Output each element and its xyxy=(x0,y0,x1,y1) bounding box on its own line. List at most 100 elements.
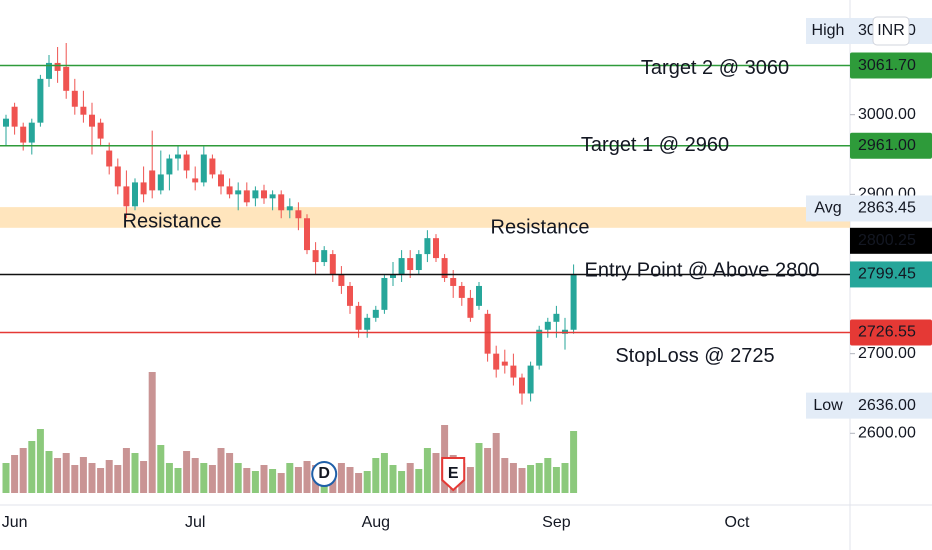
event-marker xyxy=(311,461,338,487)
candle-body xyxy=(235,190,242,195)
candle-body xyxy=(140,182,147,195)
candle-body xyxy=(71,90,78,107)
candle-body xyxy=(20,126,27,143)
last-price-label: 2800.25 xyxy=(858,232,916,249)
price-tag xyxy=(850,52,932,79)
volume-bar xyxy=(492,433,500,493)
zone-label: Resistance xyxy=(491,216,590,238)
candle-body xyxy=(243,190,250,203)
candle-body xyxy=(192,178,199,183)
volume-bar xyxy=(570,431,578,493)
y-tick-label: 2600.00 xyxy=(858,425,916,442)
volume-bar xyxy=(432,453,440,493)
candle-body xyxy=(175,154,181,159)
stat-value: 2863.45 xyxy=(858,200,916,217)
y-tick-label: 2700.00 xyxy=(858,345,916,362)
candle-body xyxy=(123,186,130,207)
candle-body xyxy=(149,170,156,191)
volume-bar xyxy=(501,458,509,493)
close-tag xyxy=(850,261,932,288)
volume-bar xyxy=(131,453,139,493)
candle-body xyxy=(166,158,173,175)
currency-button[interactable] xyxy=(872,16,910,46)
currency-label[interactable]: INR xyxy=(877,22,905,39)
candle-body xyxy=(450,277,457,286)
volume-bar xyxy=(157,445,165,493)
volume-bar xyxy=(36,429,44,493)
candle-body xyxy=(3,118,9,127)
volume-bar xyxy=(484,448,492,493)
volume-bar xyxy=(527,465,535,493)
price-tag xyxy=(850,319,932,346)
volume-bar xyxy=(11,455,19,493)
x-tick-label: Jun xyxy=(2,514,28,531)
event-marker xyxy=(441,457,466,492)
volume-bar xyxy=(114,465,122,493)
volume-bar xyxy=(165,463,173,493)
candle-body xyxy=(493,353,500,370)
volume-bar xyxy=(191,458,199,493)
last-price-tag xyxy=(850,227,932,254)
candle-body xyxy=(544,321,551,330)
candle-body xyxy=(329,254,336,275)
volume-bar xyxy=(217,448,225,493)
volume-bar xyxy=(251,471,259,493)
candle-body xyxy=(519,377,525,394)
candle-body xyxy=(304,218,310,251)
level-label: StopLoss @ 2725 xyxy=(615,345,774,367)
volume-bar xyxy=(466,467,474,493)
candle-body xyxy=(398,258,405,275)
candle-body xyxy=(347,285,353,306)
candle-body xyxy=(355,305,362,330)
candle-body xyxy=(364,317,371,330)
candle-body xyxy=(510,365,517,378)
candle-body xyxy=(484,313,491,354)
volume-bar xyxy=(97,468,105,493)
volume-bar xyxy=(561,463,569,493)
level-label: Target 2 @ 3060 xyxy=(641,57,789,79)
volume-bar xyxy=(105,460,113,493)
volume-bar xyxy=(71,465,79,493)
volume-bar xyxy=(174,468,182,493)
volume-bar xyxy=(337,463,345,493)
volume-bar xyxy=(372,458,380,493)
x-tick-label: Oct xyxy=(725,514,750,531)
stat-box xyxy=(806,392,932,419)
volume-bar xyxy=(423,448,431,493)
candle-body xyxy=(278,194,285,211)
volume-bar xyxy=(208,465,216,493)
volume-bar xyxy=(552,467,560,493)
price-tag-label: 2726.55 xyxy=(858,324,916,341)
volume-bar xyxy=(54,458,62,493)
resistance-zone xyxy=(0,207,850,228)
candle-body xyxy=(295,210,302,219)
volume-bar xyxy=(509,463,517,493)
volume-bar xyxy=(346,467,354,493)
volume-bar xyxy=(88,463,96,493)
price-tag xyxy=(850,132,932,159)
volume-bar xyxy=(518,468,526,493)
candle-body xyxy=(338,274,345,286)
candle-body xyxy=(97,122,104,139)
candle-body xyxy=(183,154,190,171)
candle-body xyxy=(218,174,224,187)
candle-body xyxy=(286,206,293,211)
volume-bar xyxy=(303,461,311,493)
candle-body xyxy=(536,329,543,366)
candle-body xyxy=(28,122,35,143)
candle-body xyxy=(269,194,276,199)
candle-body xyxy=(527,365,534,394)
volume-bar xyxy=(475,443,483,493)
volume-bar xyxy=(389,465,397,493)
candle-body xyxy=(252,190,259,199)
y-tick-label: 3000.00 xyxy=(858,106,916,123)
volume-bar xyxy=(28,441,36,493)
volume-bar xyxy=(62,453,70,493)
volume-bar xyxy=(415,469,423,493)
volume-bar xyxy=(148,372,156,493)
candle-body xyxy=(200,154,207,183)
candle-body xyxy=(312,250,319,263)
candle-body xyxy=(381,277,388,310)
candle-body xyxy=(157,174,164,191)
level-label: Target 1 @ 2960 xyxy=(581,134,729,156)
